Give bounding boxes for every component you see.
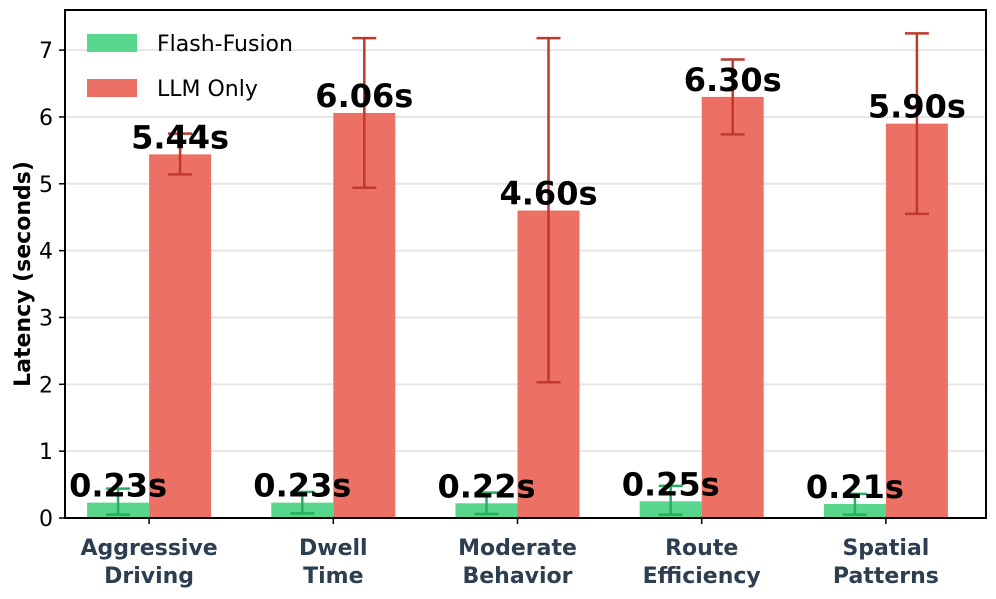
x-tick-label-line: Time — [303, 564, 363, 589]
x-tick-label-line: Moderate — [458, 536, 577, 561]
bar-1-0 — [149, 154, 212, 518]
y-tick-label: 1 — [39, 440, 53, 465]
y-tick-label: 6 — [39, 106, 53, 131]
bar-1-3 — [701, 96, 764, 518]
error-bars — [106, 32, 929, 516]
x-tick-label-line: Behavior — [462, 564, 572, 589]
y-tick-label: 5 — [39, 173, 53, 198]
data-label-0-3: 0.25s — [622, 465, 720, 503]
x-tick-label-line: Patterns — [833, 564, 939, 589]
x-tick-label-line: Efficiency — [643, 564, 761, 589]
data-labels: 0.23s 5.44s 0.23s 6.06s 0.22s 4.60s 0.25s 6.30s… — [69, 61, 966, 506]
data-label-0-2: 0.22s — [438, 467, 536, 505]
legend-label-0: Flash-Fusion — [157, 32, 293, 57]
y-tick-label: 0 — [39, 507, 53, 532]
data-label-1-2: 4.60s — [500, 175, 598, 213]
x-tick-label: Dwell Time — [299, 536, 368, 589]
x-tick-label: Aggressive Driving — [80, 536, 217, 589]
legend-label-1: LLM Only — [157, 77, 258, 102]
data-label-0-4: 0.21s — [806, 468, 904, 506]
data-label-0-1: 0.23s — [253, 467, 351, 505]
plot-frame — [64, 9, 987, 519]
y-tick-label: 7 — [39, 39, 53, 64]
y-axis-label: Latency (seconds) — [11, 161, 36, 387]
data-label-1-4: 5.90s — [868, 88, 966, 126]
y-tick-label: 2 — [39, 373, 53, 398]
data-label-1-0: 5.44s — [131, 118, 229, 156]
legend: Flash-Fusion LLM Only — [87, 32, 293, 102]
x-tick-label: Route Efficiency — [643, 536, 761, 589]
data-label-0-0: 0.23s — [69, 467, 167, 505]
y-tick-label: 4 — [39, 240, 53, 265]
x-tick-label-line: Aggressive — [80, 536, 217, 561]
x-tick-label: Spatial Patterns — [833, 536, 939, 589]
x-tick-label-line: Driving — [104, 564, 194, 589]
data-label-1-1: 6.06s — [315, 77, 413, 115]
data-label-1-3: 6.30s — [684, 61, 782, 99]
y-tick-label: 3 — [39, 306, 53, 331]
x-tick-label-line: Spatial — [842, 536, 929, 561]
x-tick-label-line: Route — [665, 536, 738, 561]
x-axis: Aggressive Driving Dwell Time Moderate Behavi… — [80, 518, 939, 589]
x-tick-label: Moderate Behavior — [458, 536, 577, 589]
bars — [87, 96, 948, 519]
legend-swatch-1 — [87, 79, 137, 97]
legend-swatch-0 — [87, 34, 137, 52]
x-tick-label-line: Dwell — [299, 536, 368, 561]
y-axis: 0 1 2 3 4 5 6 7 — [39, 39, 65, 532]
